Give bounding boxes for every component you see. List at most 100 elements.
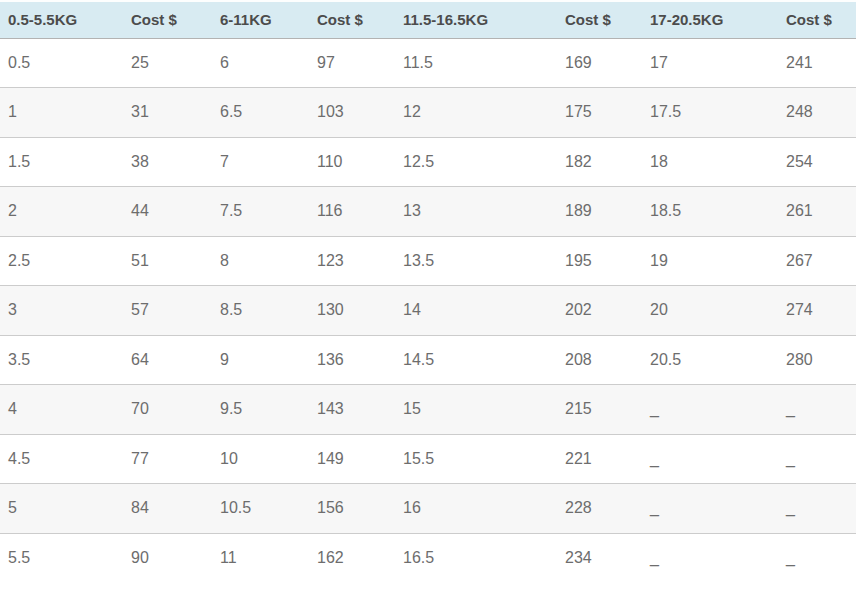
table-row: 58410.515616228__ bbox=[0, 484, 856, 534]
table-cell: 15.5 bbox=[395, 434, 557, 484]
table-cell: 4.5 bbox=[0, 434, 123, 484]
table-cell: 136 bbox=[309, 335, 395, 385]
table-cell: 14.5 bbox=[395, 335, 557, 385]
table-row: 2447.51161318918.5261 bbox=[0, 187, 856, 237]
column-header: Cost $ bbox=[557, 1, 642, 38]
pricing-table: 0.5-5.5KGCost $6-11KGCost $11.5-16.5KGCo… bbox=[0, 0, 856, 583]
table-row: 3578.51301420220274 bbox=[0, 286, 856, 336]
table-cell: 11 bbox=[212, 533, 309, 583]
table-cell: _ bbox=[778, 385, 856, 435]
table-cell: 175 bbox=[557, 88, 642, 138]
table-cell: _ bbox=[642, 434, 778, 484]
table-cell: 51 bbox=[123, 236, 212, 286]
table-cell: 4 bbox=[0, 385, 123, 435]
table-cell: 12.5 bbox=[395, 137, 557, 187]
table-cell: 6 bbox=[212, 38, 309, 88]
table-cell: 14 bbox=[395, 286, 557, 336]
table-cell: 274 bbox=[778, 286, 856, 336]
table-cell: 20.5 bbox=[642, 335, 778, 385]
table-cell: 202 bbox=[557, 286, 642, 336]
column-header: 0.5-5.5KG bbox=[0, 1, 123, 38]
table-row: 2.551812313.519519267 bbox=[0, 236, 856, 286]
table-cell: 8 bbox=[212, 236, 309, 286]
table-row: 1.538711012.518218254 bbox=[0, 137, 856, 187]
table-row: 5.5901116216.5234__ bbox=[0, 533, 856, 583]
table-header: 0.5-5.5KGCost $6-11KGCost $11.5-16.5KGCo… bbox=[0, 1, 856, 38]
table-cell: 10.5 bbox=[212, 484, 309, 534]
table-cell: 2 bbox=[0, 187, 123, 237]
table-cell: 189 bbox=[557, 187, 642, 237]
table-cell: 241 bbox=[778, 38, 856, 88]
table-cell: 17.5 bbox=[642, 88, 778, 138]
table-cell: 162 bbox=[309, 533, 395, 583]
table-cell: 11.5 bbox=[395, 38, 557, 88]
table-cell: 8.5 bbox=[212, 286, 309, 336]
table-cell: 116 bbox=[309, 187, 395, 237]
column-header: 6-11KG bbox=[212, 1, 309, 38]
table-cell: 12 bbox=[395, 88, 557, 138]
table-cell: 17 bbox=[642, 38, 778, 88]
table-cell: 16.5 bbox=[395, 533, 557, 583]
table-body: 0.52569711.5169172411316.51031217517.524… bbox=[0, 38, 856, 583]
table-cell: 10 bbox=[212, 434, 309, 484]
table-cell: 182 bbox=[557, 137, 642, 187]
table-cell: 248 bbox=[778, 88, 856, 138]
table-cell: 20 bbox=[642, 286, 778, 336]
column-header: Cost $ bbox=[778, 1, 856, 38]
column-header: 11.5-16.5KG bbox=[395, 1, 557, 38]
table-cell: 195 bbox=[557, 236, 642, 286]
table-cell: 38 bbox=[123, 137, 212, 187]
table-cell: 1.5 bbox=[0, 137, 123, 187]
table-cell: _ bbox=[778, 434, 856, 484]
table-cell: 280 bbox=[778, 335, 856, 385]
table-row: 4709.514315215__ bbox=[0, 385, 856, 435]
table-cell: 103 bbox=[309, 88, 395, 138]
table-cell: 228 bbox=[557, 484, 642, 534]
table-cell: 31 bbox=[123, 88, 212, 138]
table-cell: 254 bbox=[778, 137, 856, 187]
column-header: 17-20.5KG bbox=[642, 1, 778, 38]
table-cell: 208 bbox=[557, 335, 642, 385]
column-header: Cost $ bbox=[309, 1, 395, 38]
table-cell: 149 bbox=[309, 434, 395, 484]
table-cell: 5.5 bbox=[0, 533, 123, 583]
table-cell: 13 bbox=[395, 187, 557, 237]
table-cell: _ bbox=[642, 385, 778, 435]
table-row: 1316.51031217517.5248 bbox=[0, 88, 856, 138]
table-cell: _ bbox=[642, 484, 778, 534]
table-cell: 1 bbox=[0, 88, 123, 138]
table-cell: 18 bbox=[642, 137, 778, 187]
table-cell: 0.5 bbox=[0, 38, 123, 88]
table-cell: 15 bbox=[395, 385, 557, 435]
table-cell: _ bbox=[642, 533, 778, 583]
table-cell: 70 bbox=[123, 385, 212, 435]
table-cell: 25 bbox=[123, 38, 212, 88]
table-cell: 215 bbox=[557, 385, 642, 435]
table-cell: 143 bbox=[309, 385, 395, 435]
table-cell: 6.5 bbox=[212, 88, 309, 138]
header-row: 0.5-5.5KGCost $6-11KGCost $11.5-16.5KGCo… bbox=[0, 1, 856, 38]
table-cell: 221 bbox=[557, 434, 642, 484]
table-cell: 123 bbox=[309, 236, 395, 286]
table-cell: 169 bbox=[557, 38, 642, 88]
table-cell: _ bbox=[778, 484, 856, 534]
table-cell: 18.5 bbox=[642, 187, 778, 237]
table-cell: 64 bbox=[123, 335, 212, 385]
table-cell: 3.5 bbox=[0, 335, 123, 385]
table-cell: 44 bbox=[123, 187, 212, 237]
table-cell: 2.5 bbox=[0, 236, 123, 286]
table-cell: 9.5 bbox=[212, 385, 309, 435]
table-cell: 267 bbox=[778, 236, 856, 286]
column-header: Cost $ bbox=[123, 1, 212, 38]
table-cell: 57 bbox=[123, 286, 212, 336]
table-cell: 3 bbox=[0, 286, 123, 336]
table-row: 0.52569711.516917241 bbox=[0, 38, 856, 88]
table-cell: 110 bbox=[309, 137, 395, 187]
table-cell: 234 bbox=[557, 533, 642, 583]
table-cell: 90 bbox=[123, 533, 212, 583]
table-cell: 97 bbox=[309, 38, 395, 88]
table-row: 3.564913614.520820.5280 bbox=[0, 335, 856, 385]
table-cell: 7.5 bbox=[212, 187, 309, 237]
table-cell: 261 bbox=[778, 187, 856, 237]
table-cell: 156 bbox=[309, 484, 395, 534]
